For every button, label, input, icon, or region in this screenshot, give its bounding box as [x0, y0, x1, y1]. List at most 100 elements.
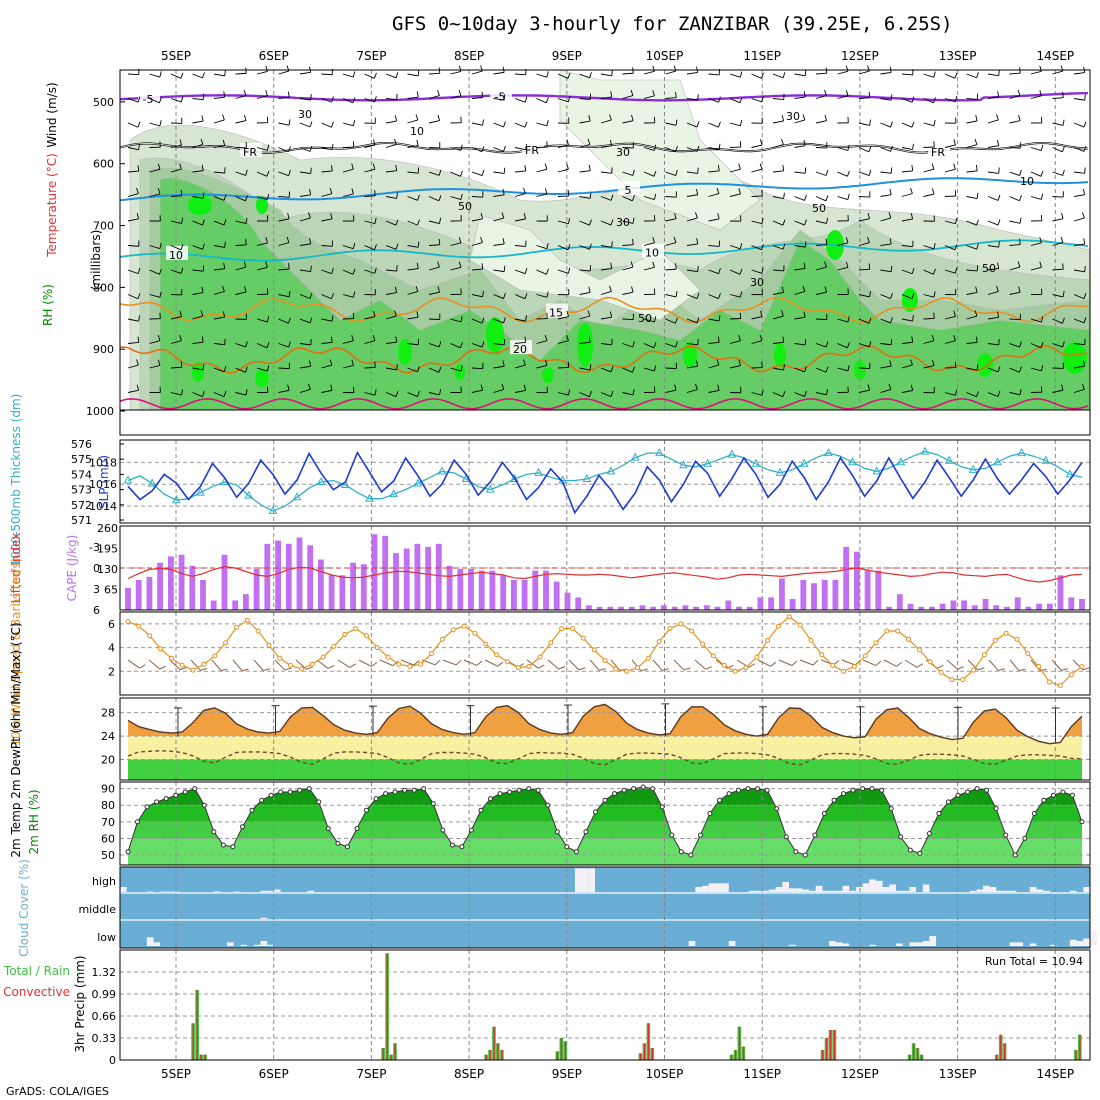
rh-marker	[755, 786, 761, 792]
wind-barb	[1030, 316, 1044, 323]
barb-flag	[567, 267, 571, 274]
wind-barb	[708, 165, 720, 173]
rh-marker	[230, 844, 236, 850]
barb-flag	[159, 312, 161, 319]
barb-flag	[632, 341, 635, 348]
wind10m-barb	[274, 659, 292, 671]
barb-flag	[739, 141, 742, 148]
wind-barb	[299, 121, 313, 128]
barb-staff	[278, 268, 290, 271]
wind-barb	[837, 215, 849, 222]
barb-flag	[846, 342, 850, 349]
barb-flag	[327, 665, 335, 669]
barb-staff	[987, 291, 999, 295]
barb-flag	[567, 361, 570, 368]
barb-staff	[815, 120, 827, 124]
rh-high-cell	[188, 195, 212, 215]
wind10m-barb	[883, 659, 903, 667]
y-tick-label-rh: 90	[101, 783, 115, 796]
wind-barb	[923, 291, 936, 298]
barb-staff	[665, 268, 677, 271]
barb-flag	[610, 366, 614, 373]
barb-flag	[524, 96, 528, 103]
cloud-bar	[1029, 943, 1037, 946]
wind-barb	[880, 238, 892, 246]
barb-staff	[278, 70, 290, 75]
wind-barb	[493, 339, 506, 346]
wind-barb	[1030, 144, 1044, 151]
wind-speed-marker	[396, 661, 402, 667]
barb-flag	[804, 339, 807, 345]
wind-barb	[256, 288, 269, 295]
wind-speed-marker	[873, 640, 879, 646]
rh-marker	[593, 809, 598, 815]
rh-marker	[440, 827, 446, 833]
lifted-index-axis-label: Lifted Index	[9, 533, 23, 604]
barb-staff	[579, 73, 590, 79]
barb-flag	[460, 193, 463, 200]
barb-staff	[364, 340, 376, 344]
barb-staff	[342, 294, 354, 298]
barb-flag	[245, 217, 248, 224]
barb-flag	[826, 142, 828, 149]
cape-bar	[768, 597, 774, 610]
wind-barb	[321, 384, 333, 393]
barb-flag	[374, 189, 376, 196]
wind-barb	[729, 141, 742, 148]
barb-flag	[244, 286, 247, 293]
barb-flag	[847, 215, 849, 221]
wind-barb	[192, 364, 205, 371]
barb-flag	[329, 359, 333, 366]
wind-barb	[342, 335, 354, 344]
wind-barb	[213, 390, 227, 398]
barb-flag	[459, 170, 463, 177]
barb-flag	[653, 365, 657, 372]
barb-flag	[482, 290, 484, 297]
wind-barb	[643, 342, 657, 349]
barb-flag	[739, 71, 743, 78]
wind-speed-marker	[212, 653, 218, 659]
cloud-bar	[1003, 890, 1010, 893]
barb-staff	[600, 220, 612, 226]
cloud-bar	[835, 890, 843, 893]
barb-staff	[1073, 343, 1085, 346]
barb-staff	[1052, 367, 1064, 369]
barb-staff	[880, 243, 892, 246]
wind-barb	[299, 66, 312, 75]
barb-flag	[975, 165, 978, 171]
cape-bar	[929, 606, 935, 610]
barb-flag	[933, 119, 936, 126]
barb-flag	[824, 114, 827, 121]
barb-staff	[858, 268, 870, 271]
wind-barb	[385, 286, 398, 295]
barb-staff	[278, 389, 290, 393]
wind-barb	[557, 310, 569, 320]
wind-barb	[514, 121, 528, 128]
wind-barb	[321, 240, 333, 247]
temp-contour-5	[119, 344, 1089, 374]
top-date-label: 8SEP	[454, 49, 484, 63]
wind-barb	[127, 267, 141, 275]
credit-text: GrADS: COLA/IGES	[6, 1085, 109, 1098]
wind-barb	[235, 313, 247, 320]
barb-flag	[588, 336, 591, 343]
barb-staff	[170, 144, 182, 148]
wind-barb	[299, 212, 311, 222]
wind-speed-marker	[851, 664, 857, 669]
barb-staff	[299, 171, 311, 174]
rh-high-cell	[577, 323, 593, 367]
barb-staff	[364, 73, 375, 79]
barb-flag	[266, 365, 270, 372]
barb-staff	[364, 144, 376, 148]
wind-barb	[428, 366, 442, 373]
barb-flag	[696, 317, 700, 324]
rh-marker	[1041, 797, 1047, 803]
thickness-marker	[1041, 455, 1051, 464]
wind-barb	[364, 244, 377, 251]
barb-flag	[955, 389, 958, 396]
wind-barb	[278, 191, 290, 198]
barb-staff	[536, 168, 548, 173]
wind-speed-marker	[418, 661, 424, 667]
barb-flag	[1017, 261, 1021, 268]
temp-bands	[128, 704, 1082, 780]
